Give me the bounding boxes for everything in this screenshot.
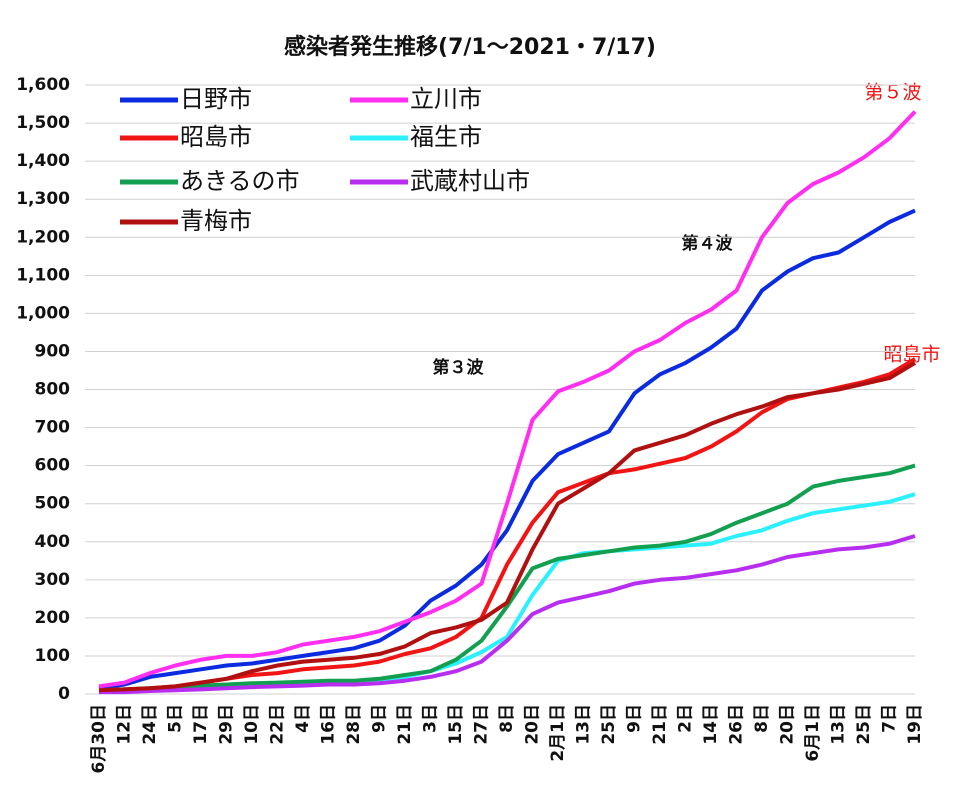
x-tick-label: 3日 bbox=[421, 704, 441, 733]
x-tick-label: 10日 bbox=[242, 704, 262, 745]
y-tick-label: 1,100 bbox=[16, 265, 70, 285]
x-tick-label: 5日 bbox=[166, 704, 186, 733]
y-tick-label: 1,000 bbox=[16, 303, 70, 323]
x-tick-label: 8日 bbox=[497, 704, 517, 733]
x-tick-label: 7日 bbox=[880, 704, 900, 733]
x-tick-label: 6月30日 bbox=[89, 704, 109, 774]
x-tick-label: 19日 bbox=[905, 704, 925, 745]
y-tick-label: 1,600 bbox=[16, 75, 70, 95]
series-line bbox=[98, 110, 917, 689]
y-tick-label: 0 bbox=[58, 684, 70, 704]
series-line bbox=[99, 534, 916, 695]
legend-label: 立川市 bbox=[410, 85, 482, 113]
x-tick-label: 25日 bbox=[854, 704, 874, 745]
y-tick-label: 1,200 bbox=[16, 227, 70, 247]
series-line bbox=[98, 208, 916, 691]
x-tick-label: 9日 bbox=[625, 704, 645, 733]
chart-title: 感染者発生推移(7/1～2021・7/17) bbox=[284, 34, 656, 60]
x-tick-label: 2日 bbox=[676, 704, 696, 733]
x-tick-label: 13日 bbox=[829, 704, 849, 745]
x-tick-label: 17日 bbox=[191, 704, 211, 745]
legend-label: 武蔵村山市 bbox=[410, 167, 530, 195]
annotation: 昭島市 bbox=[883, 344, 940, 366]
x-tick-label: 24日 bbox=[140, 704, 160, 745]
y-tick-label: 100 bbox=[35, 646, 71, 666]
x-tick-label: 14日 bbox=[701, 704, 721, 745]
y-tick-label: 400 bbox=[35, 532, 71, 552]
x-tick-label: 9日 bbox=[370, 704, 390, 733]
legend-label: あきるの市 bbox=[180, 167, 300, 195]
x-tick-label: 4日 bbox=[293, 704, 313, 733]
y-tick-label: 1,500 bbox=[16, 113, 70, 133]
legend-label: 日野市 bbox=[180, 85, 252, 113]
legend-label: 青梅市 bbox=[180, 207, 252, 235]
y-tick-label: 700 bbox=[35, 418, 71, 438]
x-tick-label: 21日 bbox=[395, 704, 415, 745]
x-tick-label: 8日 bbox=[752, 704, 772, 733]
y-tick-label: 200 bbox=[35, 608, 71, 628]
y-tick-label: 300 bbox=[35, 570, 71, 590]
series-line bbox=[98, 361, 917, 693]
x-tick-label: 2月1日 bbox=[548, 704, 568, 762]
x-tick-label: 27日 bbox=[472, 704, 492, 745]
x-tick-label: 25日 bbox=[599, 704, 619, 745]
legend-label: 昭島市 bbox=[180, 123, 252, 151]
y-tick-label: 1,400 bbox=[16, 151, 70, 171]
x-tick-label: 20日 bbox=[523, 704, 543, 745]
x-tick-label: 16日 bbox=[319, 704, 339, 745]
x-tick-label: 29日 bbox=[217, 704, 237, 745]
x-tick-label: 13日 bbox=[574, 704, 594, 745]
series-line bbox=[98, 463, 916, 693]
y-tick-label: 600 bbox=[35, 456, 71, 476]
legend-label: 福生市 bbox=[410, 123, 482, 151]
y-tick-label: 1,300 bbox=[16, 189, 70, 209]
y-tick-label: 500 bbox=[35, 494, 71, 514]
annotation: 第５波 bbox=[864, 82, 921, 104]
x-tick-label: 28日 bbox=[344, 704, 364, 745]
annotation: 第４波 bbox=[682, 233, 734, 254]
y-tick-label: 900 bbox=[35, 341, 71, 361]
x-tick-label: 12日 bbox=[115, 704, 135, 745]
x-tick-label: 6月1日 bbox=[803, 704, 823, 762]
x-tick-label: 22日 bbox=[268, 704, 288, 745]
x-tick-label: 26日 bbox=[727, 704, 747, 745]
x-tick-label: 21日 bbox=[650, 704, 670, 745]
y-tick-label: 800 bbox=[35, 380, 71, 400]
annotation: 第３波 bbox=[433, 357, 485, 378]
x-tick-label: 15日 bbox=[446, 704, 466, 745]
x-tick-label: 20日 bbox=[778, 704, 798, 745]
